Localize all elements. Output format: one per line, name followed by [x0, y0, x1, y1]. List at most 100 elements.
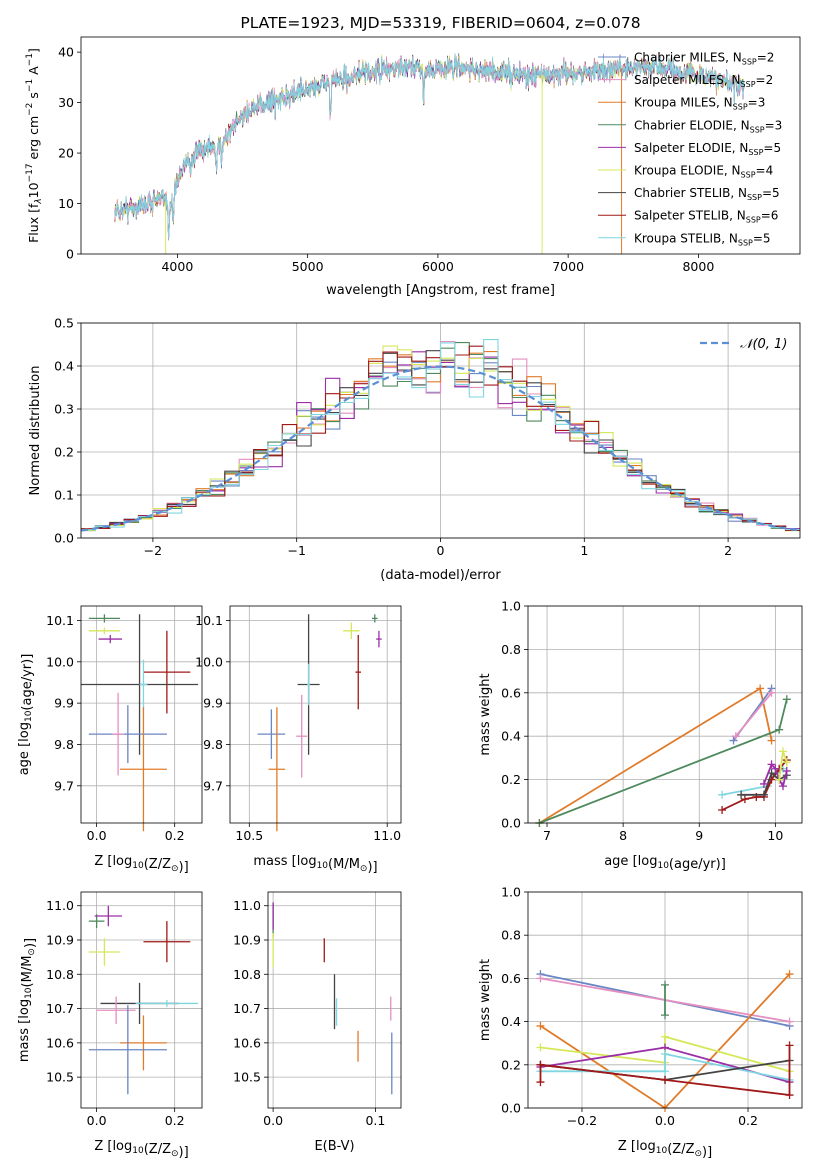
x-tick-label: −2 [144, 543, 162, 558]
data-point [307, 663, 310, 706]
data-point [120, 1015, 167, 1071]
x-tick-label: 8000 [682, 259, 714, 274]
axes-frame [80, 891, 203, 1109]
data-point [268, 707, 286, 832]
panel-6: 0.0 0.1 10.5 10.6 10.7 10.8 10.9 11.0 E(B-V) [233, 891, 402, 1154]
legend-label: Kroupa STELIB, NSSP=5 [634, 231, 771, 247]
data-point [96, 996, 136, 1024]
y-axis-label: age [log10(age/yr)] [17, 654, 35, 776]
y-tick-label: 0.3 [54, 402, 74, 417]
x-tick-label: 7000 [552, 259, 584, 274]
y-axis-label: mass [log10(M/M⊙)] [17, 938, 38, 1062]
x-axis-label: mass [log10(M/M⊙)] [253, 854, 377, 875]
legend: Chabrier MILES, NSSP=2 Salpeter MILES, NS… [598, 51, 782, 247]
weight-marker [536, 1043, 545, 1052]
x-tick-label: 0.0 [655, 1113, 675, 1128]
y-tick-label: 0.0 [54, 531, 74, 546]
weight-marker [718, 805, 727, 814]
legend-label: Kroupa ELODIE, NSSP=4 [634, 164, 773, 180]
weight-marker [729, 736, 738, 745]
x-tick-label: 0.2 [165, 828, 185, 843]
y-axis-label: mass weight [478, 959, 493, 1041]
data-point [98, 634, 122, 644]
data-point [135, 1000, 199, 1007]
x-tick-label: 0.0 [263, 1113, 283, 1128]
x-axis-label: E(B-V) [314, 1139, 354, 1154]
legend-label: Kroupa MILES, NSSP=3 [634, 96, 765, 112]
weight-line [735, 692, 773, 737]
axes-frame [80, 36, 801, 255]
y-tick-label: 0.0 [501, 816, 521, 831]
y-tick-label: 10.0 [46, 654, 74, 669]
y-tick-label: 9.9 [54, 696, 74, 711]
y-tick-label: 1.0 [501, 599, 521, 614]
weight-marker [785, 1091, 794, 1100]
data-point [372, 614, 378, 623]
y-tick-label: 11.0 [46, 898, 74, 913]
weight-marker [782, 695, 791, 704]
y-tick-label: 0.4 [54, 359, 74, 374]
weight-marker [767, 688, 776, 697]
weight-marker [785, 1017, 794, 1026]
x-axis-label: Z [log10(Z/Z⊙)] [618, 1139, 712, 1160]
data-point [143, 630, 191, 714]
y-tick-label: 0.5 [54, 316, 74, 331]
y-tick-label: 10.7 [233, 1001, 261, 1016]
y-tick-label: 10.8 [233, 967, 261, 982]
y-tick-label: 9.7 [203, 778, 223, 793]
chart-title: PLATE=1923, MJD=53319, FIBERID=0604, z=0… [240, 14, 640, 32]
x-tick-label: 10.5 [235, 828, 263, 843]
y-axis-label: Flux [fλ10−17 erg cm−2 s−1 A−1] [25, 48, 44, 243]
weight-marker [767, 736, 776, 745]
weight-marker [778, 747, 787, 756]
weight-marker [661, 1067, 669, 1076]
data-point [88, 938, 121, 966]
y-tick-label: 0.2 [501, 772, 521, 787]
legend: 𝒩(0, 1) [700, 337, 787, 352]
data-point [257, 709, 286, 759]
panel-7: −0.2 0.0 0.2 0.0 0.2 0.4 0.6 0.8 1.0 Z [log10(Z/Z… [478, 885, 803, 1160]
weight-marker [731, 732, 740, 741]
y-tick-label: 10.5 [233, 1070, 261, 1085]
legend-label: Chabrier STELIB, NSSP=5 [634, 186, 780, 202]
y-tick-label: 9.8 [54, 737, 74, 752]
y-tick-label: 11.0 [233, 898, 261, 913]
weight-marker [740, 795, 749, 804]
data-point [139, 659, 148, 710]
y-tick-label: 0.2 [501, 1057, 521, 1072]
x-tick-label: 1 [580, 543, 588, 558]
y-tick-label: 0.4 [501, 1014, 521, 1029]
legend-label: 𝒩(0, 1) [740, 337, 787, 352]
x-tick-label: 0.0 [87, 1113, 107, 1128]
y-tick-label: 0.2 [54, 445, 74, 460]
y-tick-label: 0.0 [501, 1101, 521, 1116]
y-tick-label: 0.6 [501, 971, 521, 986]
y-tick-label: 9.8 [203, 737, 223, 752]
data-point [296, 694, 308, 778]
y-tick-label: 0.8 [501, 642, 521, 657]
x-tick-label: 0.0 [87, 828, 107, 843]
x-axis-label: (data-model)/error [380, 568, 501, 583]
x-tick-label: 8 [619, 828, 627, 843]
x-tick-label: 6000 [422, 259, 454, 274]
weight-marker [782, 758, 791, 767]
y-tick-label: 0.1 [54, 488, 74, 503]
x-tick-label: 10 [767, 828, 783, 843]
weight-marker [661, 1032, 669, 1041]
data-point [120, 707, 167, 832]
legend-label: Salpeter MILES, NSSP=2 [634, 73, 773, 89]
panel-1: −2 −1 0 1 2 0.0 0.1 0.2 0.3 0.4 0.5 (data-model)/er… [28, 316, 801, 583]
x-tick-label: 11.0 [373, 828, 401, 843]
weight-marker [767, 760, 776, 769]
x-tick-label: 9 [695, 828, 703, 843]
weight-marker [756, 684, 765, 693]
y-tick-label: 40 [58, 45, 74, 60]
axes-frame [267, 891, 402, 1109]
x-tick-label: 7 [543, 828, 551, 843]
y-tick-label: 10.7 [46, 1001, 74, 1016]
y-axis-label: mass weight [478, 673, 493, 755]
weight-line [540, 1052, 790, 1081]
data-point [343, 622, 360, 640]
weight-marker [775, 725, 784, 734]
panel-0: 4000 5000 6000 7000 8000 0 10 20 30 40 PLATE=1923,… [25, 14, 801, 298]
